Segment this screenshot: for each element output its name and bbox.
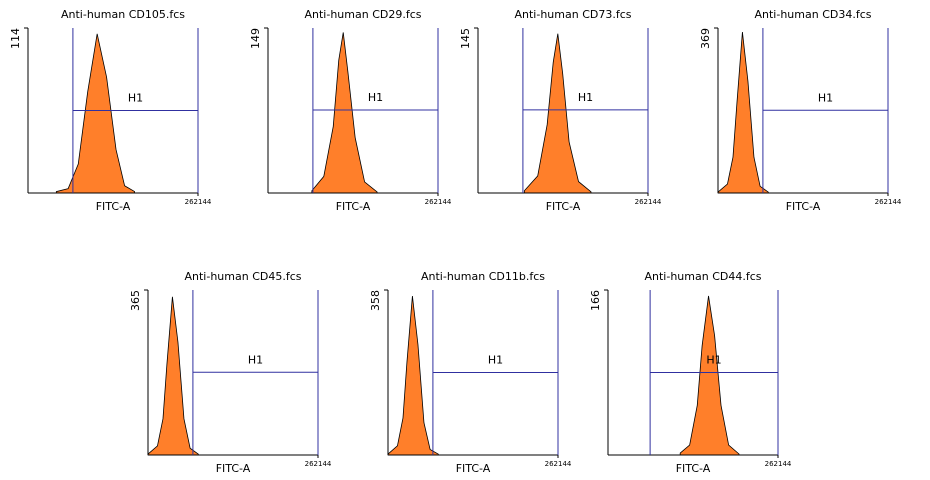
x-tick-label: 262144 bbox=[185, 198, 212, 206]
x-tick-label: 262144 bbox=[635, 198, 662, 206]
gate-label: H1 bbox=[818, 91, 833, 104]
gate-label: H1 bbox=[488, 354, 503, 367]
x-tick-label: 262144 bbox=[305, 460, 332, 468]
histogram bbox=[717, 31, 769, 194]
x-axis-label: FITC-A bbox=[456, 462, 491, 475]
y-tick-label: 369 bbox=[699, 28, 712, 49]
gate-label: H1 bbox=[706, 354, 721, 367]
panel-title: Anti-human CD29.fcs bbox=[305, 8, 422, 21]
x-axis-label: FITC-A bbox=[96, 200, 131, 213]
histogram bbox=[55, 33, 136, 194]
panel-title: Anti-human CD34.fcs bbox=[755, 8, 872, 21]
x-axis-label: FITC-A bbox=[336, 200, 371, 213]
histogram bbox=[679, 295, 740, 456]
x-axis-label: FITC-A bbox=[676, 462, 711, 475]
gate-label: H1 bbox=[578, 91, 593, 104]
histogram bbox=[387, 295, 439, 456]
histogram bbox=[523, 33, 592, 194]
y-tick-label: 166 bbox=[589, 290, 602, 311]
x-tick-label: 262144 bbox=[425, 198, 452, 206]
y-tick-label: 358 bbox=[369, 290, 382, 311]
x-axis-label: FITC-A bbox=[786, 200, 821, 213]
x-tick-label: 262144 bbox=[875, 198, 902, 206]
x-tick-label: 262144 bbox=[765, 460, 792, 468]
x-axis-label: FITC-A bbox=[546, 200, 581, 213]
y-tick-label: 145 bbox=[459, 28, 472, 49]
panel-title: Anti-human CD11b.fcs bbox=[421, 270, 545, 283]
gate-label: H1 bbox=[248, 353, 263, 366]
gate-label: H1 bbox=[368, 91, 383, 104]
y-tick-label: 149 bbox=[249, 28, 262, 49]
gate-label: H1 bbox=[128, 92, 143, 105]
panel-title: Anti-human CD73.fcs bbox=[515, 8, 632, 21]
x-tick-label: 262144 bbox=[545, 460, 572, 468]
y-tick-label: 365 bbox=[129, 290, 142, 311]
panel-title: Anti-human CD44.fcs bbox=[645, 270, 762, 283]
histogram bbox=[147, 296, 199, 456]
panel-title: Anti-human CD45.fcs bbox=[185, 270, 302, 283]
x-axis-label: FITC-A bbox=[216, 462, 251, 475]
panel-title: Anti-human CD105.fcs bbox=[61, 8, 185, 21]
histogram bbox=[311, 32, 378, 194]
y-tick-label: 114 bbox=[9, 28, 22, 49]
